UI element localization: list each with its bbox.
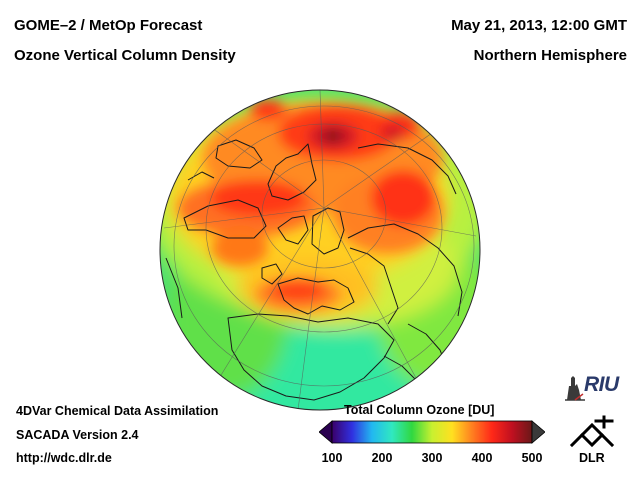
colorbar-tick-label: 500: [521, 451, 543, 465]
riu-logo-text: RIU: [584, 373, 619, 396]
product-title: GOME–2 / MetOp Forecast: [14, 17, 203, 34]
dlr-logo-text: DLR: [579, 451, 605, 465]
colorbar-tick-label: 300: [421, 451, 443, 465]
dlr-logo-icon: [569, 415, 615, 448]
colorbar-tick-label: 400: [471, 451, 493, 465]
colorbar: [319, 420, 545, 444]
coastlines: [165, 139, 463, 401]
colorbar-low-arrow: [319, 420, 333, 444]
datetime-label: May 21, 2013, 12:00 GMT: [451, 17, 627, 34]
url-link[interactable]: http://wdc.dlr.de: [16, 451, 112, 465]
colorbar-high-arrow: [531, 420, 545, 444]
colorbar-tick-label: 100: [321, 451, 343, 465]
graticule: [163, 90, 477, 410]
quantity-title: Ozone Vertical Column Density: [14, 47, 236, 64]
colorbar-gradient: [331, 420, 533, 444]
colorbar-tick-label: 200: [371, 451, 393, 465]
colorbar-title: Total Column Ozone [DU]: [344, 403, 495, 417]
ozone-globe-map: [159, 89, 481, 411]
riu-logo-icon: [565, 376, 585, 401]
model-version-label: SACADA Version 2.4: [16, 428, 139, 442]
globe-outline: [159, 89, 481, 411]
method-label: 4DVar Chemical Data Assimilation: [16, 404, 219, 418]
region-label: Northern Hemisphere: [473, 47, 627, 64]
